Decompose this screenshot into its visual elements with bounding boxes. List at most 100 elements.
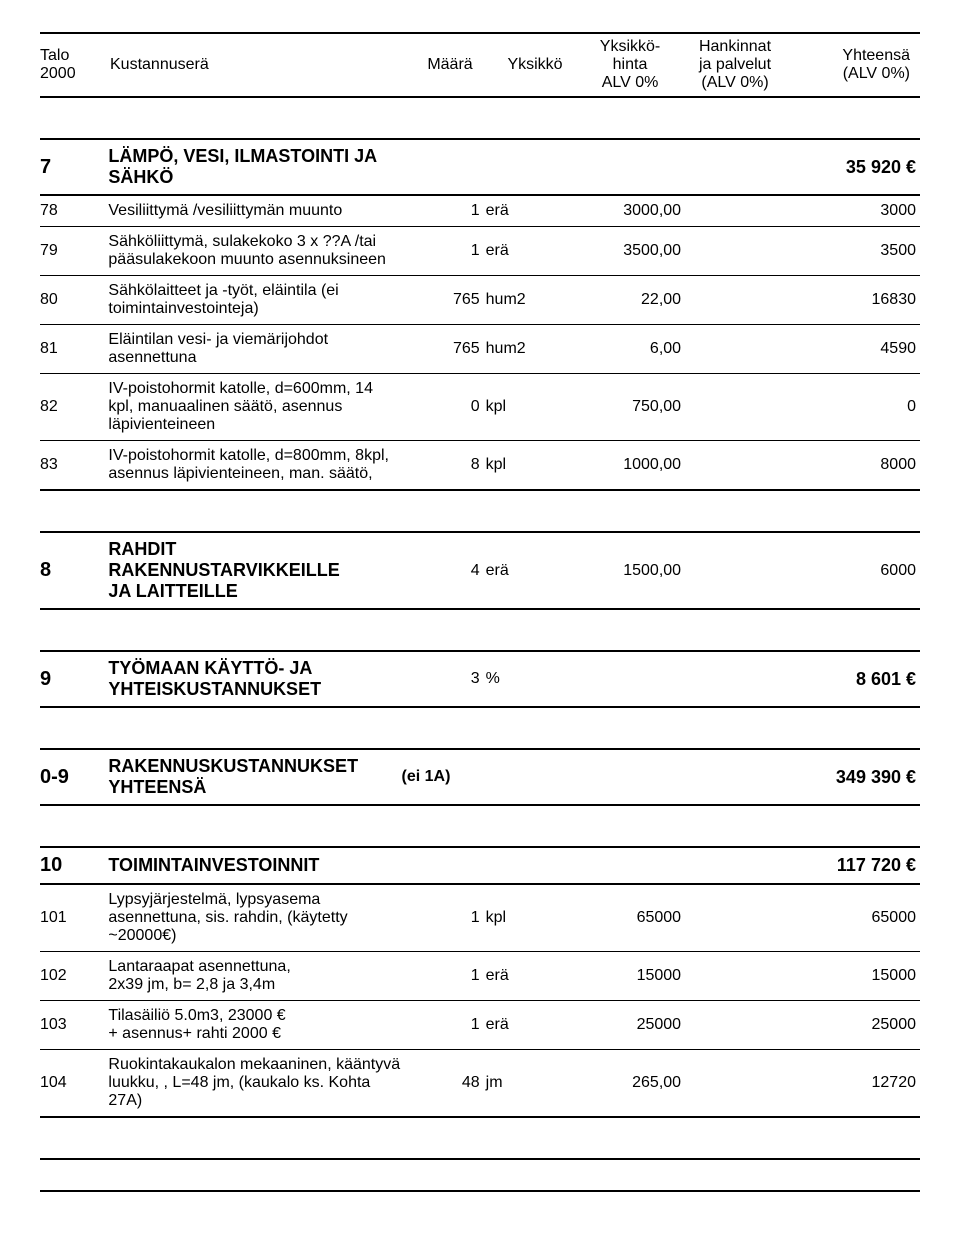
row-desc: IV-poistohormit katolle, d=600mm, 14 kpl… — [108, 380, 401, 434]
hdr-yks: Yksikkö — [490, 56, 580, 74]
row-desc: Ruokintakaukalon mekaaninen, kääntyvä lu… — [108, 1056, 401, 1110]
row-total: 25000 — [799, 1016, 920, 1034]
row-total: 8000 — [799, 456, 920, 474]
s8-hinta: 1500,00 — [574, 562, 701, 580]
hdr-hank1: Hankinnat — [680, 38, 790, 56]
s9-code: 9 — [40, 668, 108, 691]
row-maara: 1 — [402, 242, 486, 260]
row-desc: Lypsyjärjestelmä, lypsyasema asennettuna… — [108, 891, 401, 945]
s9-maara: 3 — [402, 670, 486, 688]
row-hinta: 3500,00 — [574, 242, 701, 260]
s10-code: 10 — [40, 854, 108, 877]
row-hinta: 3000,00 — [574, 202, 701, 220]
s8-title2: JA LAITTEILLE — [108, 581, 401, 602]
row-desc: Lantaraapat asennettuna,2x39 jm, b= 2,8 … — [108, 958, 401, 994]
row-code: 103 — [40, 1016, 108, 1034]
row-yks: hum2 — [486, 291, 574, 309]
row-total: 65000 — [799, 909, 920, 927]
row-code: 81 — [40, 340, 108, 358]
row-desc: Sähkölaitteet ja -työt, eläintila (ei to… — [108, 282, 401, 318]
row-hinta: 265,00 — [574, 1074, 701, 1092]
hdr-hank3: (ALV 0%) — [680, 74, 790, 92]
row-code: 79 — [40, 242, 108, 260]
row-yks: erä — [486, 202, 574, 220]
row-maara: 1 — [402, 909, 486, 927]
table-header: Talo 2000 Kustannuserä Määrä Yksikkö Yks… — [40, 32, 920, 98]
row-code: 104 — [40, 1074, 108, 1092]
table-row: 103Tilasäiliö 5.0m3, 23000 €+ asennus+ r… — [40, 1001, 920, 1050]
row-desc: IV-poistohormit katolle, d=800mm, 8kpl, … — [108, 447, 401, 483]
row-code: 83 — [40, 456, 108, 474]
row-hinta: 15000 — [574, 967, 701, 985]
s10-title: TOIMINTAINVESTOINNIT — [108, 855, 401, 876]
table-row: 80Sähkölaitteet ja -työt, eläintila (ei … — [40, 276, 920, 325]
row-hinta: 6,00 — [574, 340, 701, 358]
row-hinta: 22,00 — [574, 291, 701, 309]
hdr-yht2: (ALV 0%) — [790, 65, 910, 83]
row-code: 80 — [40, 291, 108, 309]
row-total: 3000 — [799, 202, 920, 220]
hdr-maara: Määrä — [410, 56, 490, 74]
row-yks: kpl — [486, 909, 574, 927]
s9-title1: TYÖMAAN KÄYTTÖ- JA — [108, 658, 401, 679]
row-hinta: 65000 — [574, 909, 701, 927]
row-maara: 0 — [402, 398, 486, 416]
s8-maara: 4 — [402, 562, 486, 580]
hdr-hinta3: ALV 0% — [580, 74, 680, 92]
section-7: 7 LÄMPÖ, VESI, ILMASTOINTI JA SÄHKÖ 35 9… — [40, 138, 920, 491]
s7-code: 7 — [40, 156, 108, 179]
row-yks: erä — [486, 967, 574, 985]
row-maara: 765 — [402, 291, 486, 309]
hdr-hinta2: hinta — [580, 56, 680, 74]
table-row: 81Eläintilan vesi- ja viemärijohdot asen… — [40, 325, 920, 374]
table-row: 83IV-poistohormit katolle, d=800mm, 8kpl… — [40, 441, 920, 491]
hdr-kust: Kustannuserä — [110, 56, 410, 74]
row-yks: erä — [486, 1016, 574, 1034]
footer-spacer — [40, 1158, 920, 1192]
section-10: 10 TOIMINTAINVESTOINNIT 117 720 € 101Lyp… — [40, 846, 920, 1118]
section-8: 8 RAHDIT RAKENNUSTARVIKKEILLE JA LAITTEI… — [40, 531, 920, 610]
table-row: 104Ruokintakaukalon mekaaninen, kääntyvä… — [40, 1050, 920, 1118]
row-yks: jm — [486, 1074, 574, 1092]
s09-title2: YHTEENSÄ — [108, 777, 401, 798]
s8-title1: RAHDIT RAKENNUSTARVIKKEILLE — [108, 539, 401, 581]
row-maara: 1 — [402, 967, 486, 985]
s09-code: 0-9 — [40, 766, 108, 789]
row-total: 3500 — [799, 242, 920, 260]
s9-title2: YHTEISKUSTANNUKSET — [108, 679, 401, 700]
table-row: 79Sähköliittymä, sulakekoko 3 x ??A /tai… — [40, 227, 920, 276]
row-desc: Eläintilan vesi- ja viemärijohdot asenne… — [108, 331, 401, 367]
row-hinta: 25000 — [574, 1016, 701, 1034]
row-maara: 1 — [402, 202, 486, 220]
s9-yks: % — [486, 670, 574, 688]
s09-note: (ei 1A) — [402, 768, 486, 786]
row-maara: 765 — [402, 340, 486, 358]
row-hinta: 750,00 — [574, 398, 701, 416]
s09-tot: 349 390 € — [799, 767, 920, 788]
section-9: 9 TYÖMAAN KÄYTTÖ- JA YHTEISKUSTANNUKSET … — [40, 650, 920, 708]
row-code: 82 — [40, 398, 108, 416]
s10-total: 117 720 € — [799, 855, 920, 876]
row-desc: Tilasäiliö 5.0m3, 23000 €+ asennus+ raht… — [108, 1007, 401, 1043]
hdr-hinta1: Yksikkö- — [580, 38, 680, 56]
row-hinta: 1000,00 — [574, 456, 701, 474]
row-maara: 48 — [402, 1074, 486, 1092]
s8-yks: erä — [486, 562, 574, 580]
hdr-talo1: Talo — [40, 47, 110, 65]
row-yks: kpl — [486, 398, 574, 416]
s9-tot: 8 601 € — [799, 669, 920, 690]
row-maara: 1 — [402, 1016, 486, 1034]
row-code: 101 — [40, 909, 108, 927]
row-total: 12720 — [799, 1074, 920, 1092]
row-yks: hum2 — [486, 340, 574, 358]
row-code: 78 — [40, 202, 108, 220]
table-row: 101Lypsyjärjestelmä, lypsyasema asennett… — [40, 885, 920, 952]
row-yks: erä — [486, 242, 574, 260]
row-total: 16830 — [799, 291, 920, 309]
s8-code: 8 — [40, 559, 108, 582]
table-row: 102Lantaraapat asennettuna,2x39 jm, b= 2… — [40, 952, 920, 1001]
row-total: 0 — [799, 398, 920, 416]
table-row: 78Vesiliittymä /vesiliittymän muunto1erä… — [40, 196, 920, 227]
s8-tot: 6000 — [799, 562, 920, 580]
table-row: 82IV-poistohormit katolle, d=600mm, 14 k… — [40, 374, 920, 441]
